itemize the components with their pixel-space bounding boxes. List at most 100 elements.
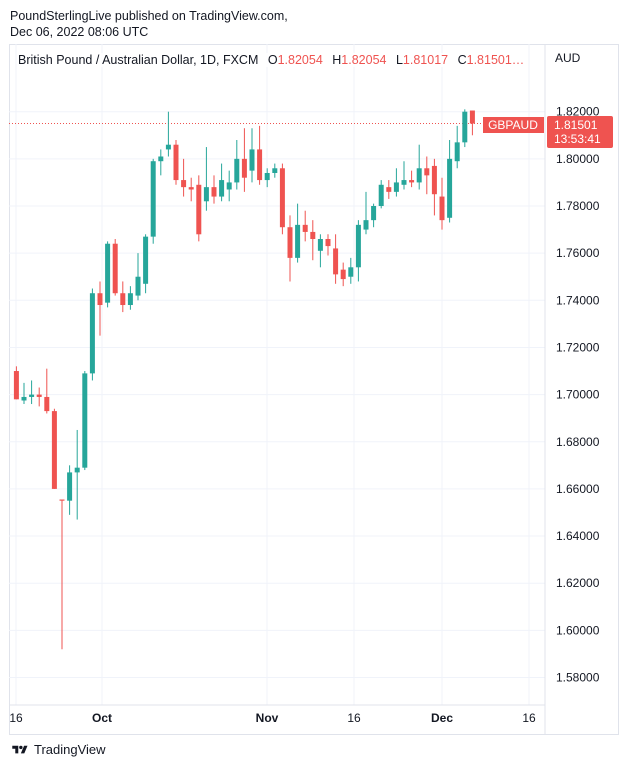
candle-down [173, 139, 179, 185]
candle-body [279, 168, 285, 228]
candle-up [462, 109, 468, 148]
grid-lines [9, 44, 545, 705]
candle-body [333, 248, 339, 275]
candle-body [181, 180, 187, 188]
candle-body [29, 394, 35, 397]
legend-close-value: 1.81501… [466, 53, 525, 67]
candle-up [371, 203, 377, 228]
y-tick-label: 1.68000 [556, 435, 600, 449]
candle-up [82, 371, 88, 471]
chart-frame[interactable] [9, 44, 619, 735]
candle-up [150, 158, 156, 244]
candle-body [59, 499, 65, 501]
y-tick-label: 1.58000 [556, 671, 600, 685]
candle-up [135, 253, 141, 301]
candle-down [431, 158, 437, 216]
time-axis[interactable]: 16 Oct Nov 16 Dec 16 [9, 711, 536, 725]
y-tick-label: 1.74000 [556, 293, 600, 307]
candle-up [21, 382, 27, 405]
candle-body [196, 184, 202, 235]
candle-down [469, 110, 475, 136]
x-tick-label: 16 [347, 711, 361, 725]
candle-body [287, 227, 293, 258]
chart-legend[interactable]: British Pound / Australian Dollar, 1D, F… [18, 53, 525, 67]
candle-down [439, 177, 445, 230]
candle-body [135, 276, 141, 296]
price-axis[interactable]: 1.82000 1.80000 1.78000 1.76000 1.74000 1.720… [556, 105, 600, 685]
x-tick-label: 16 [522, 711, 536, 725]
candle-body [317, 239, 323, 251]
candle-up [234, 139, 240, 190]
candle-body [431, 165, 437, 195]
candle-body [67, 472, 73, 501]
candle-body [188, 187, 194, 190]
candle-down [13, 366, 19, 400]
legend-open-value: 1.82054 [277, 53, 323, 67]
candle-down [409, 170, 415, 188]
candle-body [97, 293, 103, 306]
candle-body [272, 168, 278, 173]
candle-body [203, 187, 209, 202]
candle-up [127, 286, 133, 310]
candle-body [120, 293, 126, 306]
y-tick-label: 1.82000 [556, 105, 600, 119]
candle-down [36, 387, 42, 407]
candle-up [67, 465, 73, 515]
candle-down [340, 262, 346, 287]
candle-up [295, 203, 301, 263]
candle-down [44, 368, 50, 414]
candle-up [454, 125, 460, 169]
candle-up [317, 234, 323, 268]
candle-body [454, 142, 460, 162]
candle-body [401, 180, 407, 185]
candle-body [21, 396, 27, 401]
candle-down [310, 220, 316, 261]
candle-body [219, 180, 225, 197]
candle-up [348, 257, 354, 284]
candle-up [74, 429, 80, 520]
candle-down [257, 125, 263, 185]
candle-up [264, 168, 270, 188]
candle-body [211, 187, 217, 197]
candle-down [386, 180, 392, 199]
candle-down [333, 234, 339, 284]
legend-high-label: H [332, 53, 342, 67]
footer-brand[interactable]: TradingView [10, 742, 106, 757]
publish-info: PoundSterlingLive published on TradingVi… [10, 9, 288, 23]
candle-body [150, 161, 156, 237]
candle-body [51, 411, 57, 489]
candle-body [424, 168, 430, 176]
candles [13, 109, 475, 650]
y-tick-label: 1.72000 [556, 340, 600, 354]
candle-body [462, 111, 468, 143]
candle-body [371, 206, 377, 221]
candle-up [29, 380, 35, 405]
candle-up [226, 170, 232, 202]
candle-body [165, 144, 171, 150]
candle-body [36, 394, 42, 397]
candle-body [393, 182, 399, 192]
y-tick-label: 1.76000 [556, 246, 600, 260]
candle-up [401, 161, 407, 190]
candle-down [188, 177, 194, 202]
publish-date: Dec 06, 2022 08:06 UTC [10, 25, 149, 39]
candle-down [211, 175, 217, 204]
price-tag: GBPAUD 1.81501 13:53:41 [483, 116, 613, 148]
price-tag-countdown: 13:53:41 [554, 132, 601, 146]
candle-down [241, 128, 247, 192]
legend-low-value: 1.81017 [402, 53, 449, 67]
currency-label: AUD [555, 51, 581, 65]
y-tick-label: 1.70000 [556, 388, 600, 402]
candle-down [287, 215, 293, 282]
candle-body [378, 184, 384, 206]
candle-body [295, 224, 301, 258]
candle-up [393, 168, 399, 197]
candle-up [143, 234, 149, 294]
price-tag-value: 1.81501 [554, 118, 598, 132]
candle-body [173, 144, 179, 181]
candle-body [325, 239, 331, 247]
candle-up [272, 163, 278, 178]
candle-body [105, 243, 111, 303]
candle-down [279, 163, 285, 235]
